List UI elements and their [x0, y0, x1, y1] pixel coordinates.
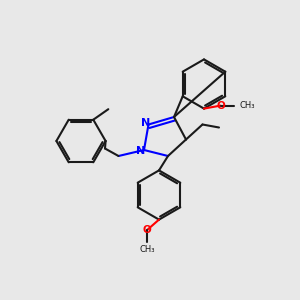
Text: N: N — [136, 146, 146, 157]
Text: O: O — [142, 225, 152, 235]
Text: N: N — [142, 118, 151, 128]
Text: CH₃: CH₃ — [139, 245, 155, 254]
Text: O: O — [216, 100, 225, 111]
Text: CH₃: CH₃ — [239, 101, 255, 110]
